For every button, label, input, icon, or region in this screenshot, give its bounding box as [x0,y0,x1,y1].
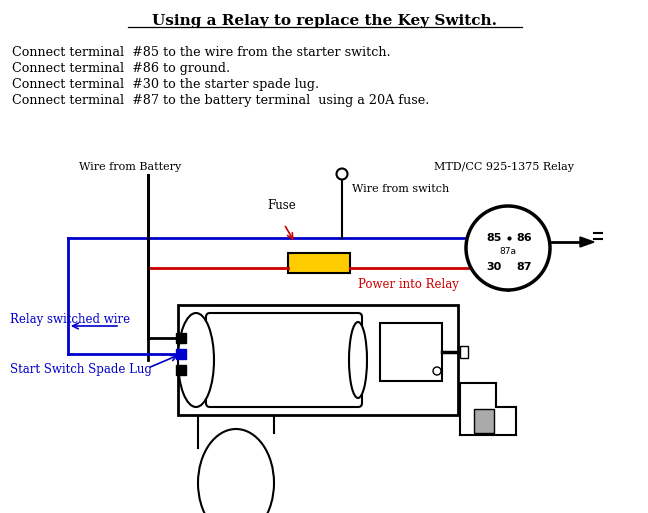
Bar [380,323,442,381]
Text: 30: 30 [487,262,502,272]
Text: 87: 87 [516,262,532,272]
Polygon shape [580,237,594,247]
Bar [176,365,186,375]
FancyBboxPatch shape [206,313,362,407]
Bar [474,409,494,433]
Text: Connect terminal  #85 to the wire from the starter switch.: Connect terminal #85 to the wire from th… [12,46,391,59]
Text: Start Switch Spade Lug: Start Switch Spade Lug [10,364,152,377]
Circle shape [336,168,347,180]
Text: Power into Relay: Power into Relay [358,278,458,291]
Text: Wire from switch: Wire from switch [352,184,449,194]
Ellipse shape [198,429,274,513]
Text: Relay switched wire: Relay switched wire [10,313,130,326]
Circle shape [433,367,441,375]
Bar [460,346,468,358]
Text: 86: 86 [516,233,532,243]
Text: Connect terminal  #86 to ground.: Connect terminal #86 to ground. [12,62,230,75]
Text: Using a Relay to replace the Key Switch.: Using a Relay to replace the Key Switch. [152,14,496,28]
Text: MTD/CC 925-1375 Relay: MTD/CC 925-1375 Relay [434,162,574,172]
Text: 85: 85 [486,233,502,243]
Bar [288,253,350,273]
Bar [176,349,186,359]
Bar [178,305,458,415]
Text: Connect terminal  #30 to the starter spade lug.: Connect terminal #30 to the starter spad… [12,78,319,91]
Circle shape [466,206,550,290]
Bar [176,333,186,343]
Ellipse shape [349,322,367,398]
Text: Connect terminal  #87 to the battery terminal  using a 20A fuse.: Connect terminal #87 to the battery term… [12,94,430,107]
Text: Wire from Battery: Wire from Battery [79,162,181,172]
Text: Fuse: Fuse [268,199,296,212]
Text: 87a: 87a [500,247,516,256]
Ellipse shape [178,313,214,407]
